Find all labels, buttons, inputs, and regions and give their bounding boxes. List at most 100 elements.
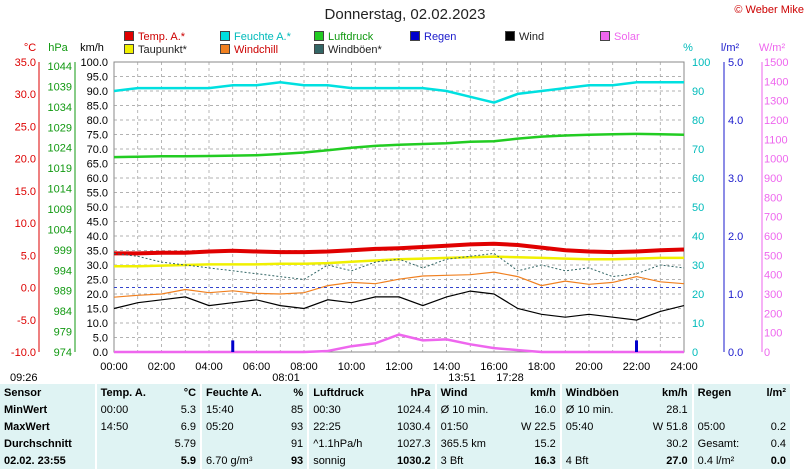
rain-tick-label: 1.0	[728, 289, 743, 301]
legend-label: Feuchte A.*	[234, 31, 291, 43]
solar-tick-label: 600	[764, 231, 782, 243]
kmh-tick-label: 25.0	[87, 275, 108, 287]
solar-line	[114, 333, 684, 354]
stats-header: Feuchte A.	[200, 384, 282, 401]
time-tick-label: 22:00	[623, 361, 651, 373]
stats-cell: 05:20	[200, 418, 282, 435]
stats-cell: 28.1	[666, 403, 688, 416]
stats-cell: 15:40	[200, 401, 282, 418]
stats-cell: 22:25	[307, 418, 383, 435]
time-tick-label: 00:00	[100, 361, 128, 373]
time-tick-label: 04:00	[195, 361, 223, 373]
stats-cell: 00:30	[307, 401, 383, 418]
stats-cell: 16.0	[534, 403, 556, 416]
stats-cell: Gesamt:	[691, 435, 756, 452]
time-tick-label: 10:00	[338, 361, 366, 373]
hpa-tick-label: 989	[54, 286, 72, 298]
stats-row-min: MinWert 00:00 5.3 15:40 85 00:30 1024.4 …	[0, 401, 790, 418]
hpa-tick-label: 979	[54, 327, 72, 339]
kmh-tick-label: 70.0	[87, 144, 108, 156]
kmh-unit-label: km/h	[80, 42, 104, 54]
hpa-tick-label: 1039	[48, 81, 72, 93]
stats-row-avg: Durchschnitt 5.79 91 ^1.1hPa/h 1027.3 36…	[0, 435, 790, 452]
solar-tick-label: 100	[764, 328, 782, 340]
kmh-tick-label: 65.0	[87, 159, 108, 171]
time-tick-label: 02:00	[148, 361, 176, 373]
humidity-tick-label: 20	[692, 289, 704, 301]
kmh-tick-label: 0.0	[93, 347, 108, 359]
stats-header: %	[293, 386, 304, 399]
temp-tick-label: 20.0	[15, 154, 36, 166]
stats-cell: 0.2	[770, 420, 786, 433]
humidity-tick-label: 100	[692, 57, 710, 69]
humidity-tick-label: 70	[692, 144, 704, 156]
stats-cell: 0.4 l/m²	[691, 452, 756, 469]
time-tick-label: 20:00	[575, 361, 603, 373]
hpa-tick-label: 1019	[48, 163, 72, 175]
stats-cell	[200, 435, 282, 452]
humidity-tick-label: 40	[692, 231, 704, 243]
hpa-tick-label: 1009	[48, 204, 72, 216]
kmh-tick-label: 20.0	[87, 289, 108, 301]
legend-item: Windböen*	[314, 44, 382, 56]
stats-cell: 1030.2	[396, 454, 431, 467]
hpa-tick-label: 974	[54, 347, 72, 359]
temp-tick-label: 30.0	[15, 89, 36, 101]
hpa-tick-label: 984	[54, 306, 72, 318]
solar-tick-label: 1400	[764, 76, 788, 88]
stats-cell: 1027.3	[396, 437, 431, 450]
legend-swatch	[314, 31, 324, 41]
temp-a-line	[114, 241, 685, 256]
time-tick-label: 14:00	[433, 361, 461, 373]
stats-cell	[691, 401, 756, 418]
weather-chart: 35.0 30.0 25.0 20.0 15.0 10.0 5.0 0.0 -5.0 -10.0 1…	[10, 42, 788, 384]
stats-cell: 365.5 km	[434, 435, 507, 452]
stats-header: Wind	[434, 384, 507, 401]
stats-row-current: 02.02. 23:55 5.9 6.70 g/m³ 93 sonnig 103…	[0, 452, 790, 469]
kmh-tick-label: 45.0	[87, 217, 108, 229]
rain-tick-label: 2.0	[728, 231, 743, 243]
solar-tick-label: 700	[764, 212, 782, 224]
hpa-tick-label: 1014	[48, 184, 72, 196]
sunrise-label: 08:01	[272, 372, 300, 384]
humidity-tick-label: 50	[692, 202, 704, 214]
humidity-unit-label: %	[683, 42, 693, 54]
kmh-tick-label: 30.0	[87, 260, 108, 272]
stats-cell: 01:50	[434, 418, 507, 435]
row-label: 02.02. 23:55	[4, 454, 66, 467]
temp-tick-label: 10.0	[15, 218, 36, 230]
humidity-tick-label: 60	[692, 173, 704, 185]
sunset-label: 17:28	[496, 372, 524, 384]
legend-swatch	[124, 31, 134, 41]
luftdruck-line	[113, 132, 685, 159]
rain-unit-label: l/m²	[721, 42, 740, 54]
stats-header: Luftdruck	[307, 384, 383, 401]
hpa-tick-label: 1004	[48, 224, 72, 236]
credit-label[interactable]: © Weber Mike	[734, 4, 804, 16]
legend-swatch	[314, 44, 324, 54]
kmh-tick-label: 95.0	[87, 72, 108, 84]
solar-tick-label: 500	[764, 250, 782, 262]
legend-label: Taupunkt*	[138, 44, 187, 56]
stats-cell: 93	[290, 420, 304, 433]
stats-cell: 15.2	[534, 437, 556, 450]
legend-label: Windböen*	[328, 44, 382, 56]
windchill-line	[113, 271, 685, 298]
stats-header: l/m²	[766, 386, 786, 399]
temp-tick-label: 35.0	[15, 57, 36, 69]
rain-tick-label: 5.0	[728, 57, 743, 69]
legend-swatch	[124, 44, 134, 54]
legend-label: Regen	[424, 31, 457, 43]
row-label: Durchschnitt	[4, 437, 72, 450]
time-tick-label: 16:00	[480, 361, 508, 373]
row-label: MinWert	[4, 403, 48, 416]
legend-item: Wind	[505, 31, 544, 43]
humidity-tick-label: 90	[692, 86, 704, 98]
stats-header: °C	[183, 386, 197, 399]
rain-tick-label: 0.0	[728, 347, 743, 359]
stats-cell	[559, 435, 639, 452]
stats-row-max: MaxWert 14:50 6.9 05:20 93 22:25 1030.4 …	[0, 418, 790, 435]
stats-cell: 05:40	[559, 418, 639, 435]
solar-tick-label: 1000	[764, 154, 788, 166]
hpa-tick-label: 1044	[48, 61, 72, 73]
